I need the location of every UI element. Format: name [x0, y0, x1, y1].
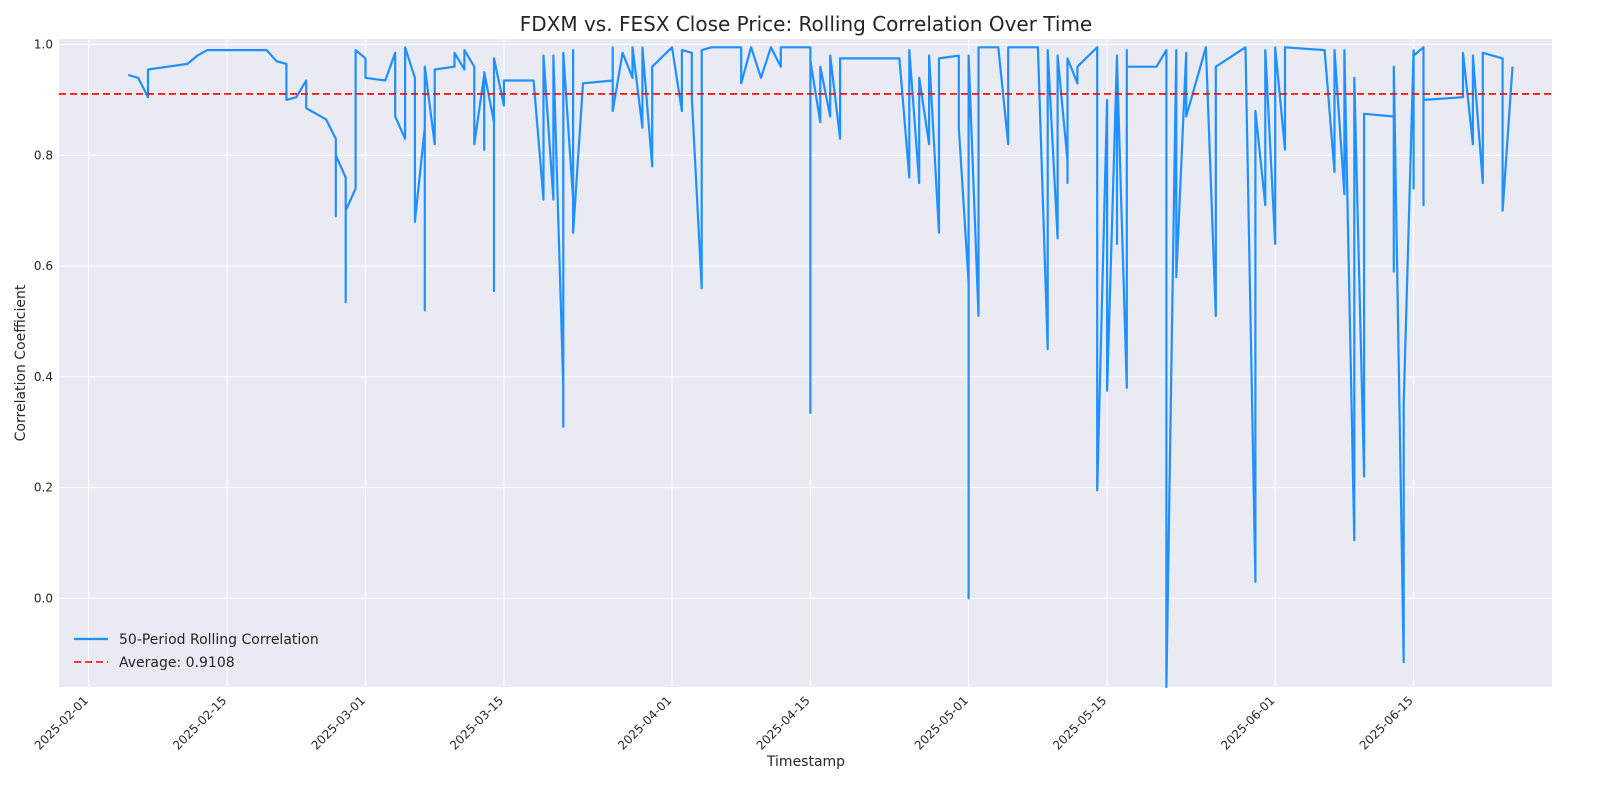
y-tick-label: 0.4	[34, 370, 53, 384]
legend: 50-Period Rolling Correlation Average: 0…	[74, 632, 319, 671]
y-tick-label: 0.0	[34, 591, 53, 605]
x-tick-label: 2025-02-15	[170, 693, 229, 752]
x-tick-label: 2025-06-15	[1357, 693, 1416, 752]
x-tick-label: 2025-05-15	[1050, 693, 1109, 752]
y-tick-label: 1.0	[34, 38, 53, 52]
series-line-rolling-correlation	[127, 46, 1514, 689]
y-tick-label: 0.8	[34, 148, 53, 162]
x-tick-label: 2025-04-01	[615, 693, 674, 752]
legend-label-series: 50-Period Rolling Correlation	[119, 632, 319, 648]
y-axis-label: Correlation Coefficient	[13, 284, 29, 441]
y-tick-labels: 0.0 0.2 0.4 0.6 0.8 1.0	[34, 38, 53, 606]
legend-label-average: Average: 0.9108	[119, 655, 235, 671]
x-tick-label: 2025-02-01	[32, 693, 91, 752]
x-tick-label: 2025-06-01	[1218, 693, 1277, 752]
y-tick-label: 0.2	[34, 481, 53, 495]
chart-title: FDXM vs. FESX Close Price: Rolling Corre…	[520, 12, 1093, 36]
y-tick-label: 0.6	[34, 259, 53, 273]
plot-area	[59, 39, 1552, 687]
x-tick-label: 2025-03-15	[447, 693, 506, 752]
x-tick-label: 2025-04-15	[754, 693, 813, 752]
x-tick-labels: 2025-02-01 2025-02-15 2025-03-01 2025-03-15…	[32, 693, 1416, 752]
x-tick-label: 2025-03-01	[309, 693, 368, 752]
x-tick-label: 2025-05-01	[912, 693, 971, 752]
x-axis-label: Timestamp	[766, 754, 845, 770]
